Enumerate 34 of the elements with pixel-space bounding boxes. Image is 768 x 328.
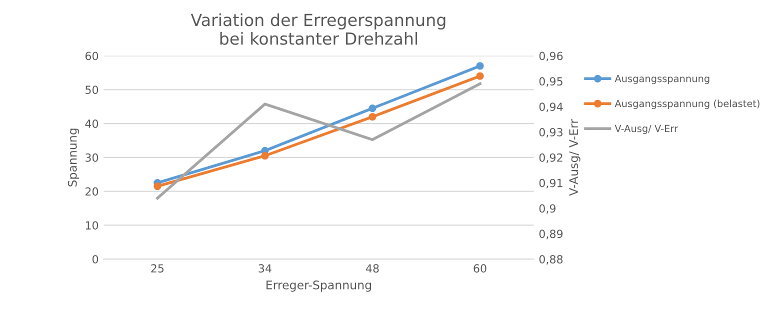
y-axis-title: Spannung: [68, 128, 80, 186]
x-tick-label: 34: [258, 264, 272, 273]
legend-label: Ausgangsspannung: [614, 74, 710, 84]
x-tick-label: 25: [151, 264, 164, 273]
line-series: [156, 82, 482, 200]
y-tick-label: 0: [92, 255, 98, 264]
y2-tick-label: 0,91: [539, 178, 562, 188]
y2-tick-label: 0,92: [539, 153, 562, 163]
legend-label: Ausgangsspannung (belastet): [614, 100, 760, 110]
x-axis-title: Erreger-Spannung: [266, 280, 372, 292]
point: [261, 152, 269, 160]
x-tick-label: 60: [474, 264, 486, 273]
y-tick-label: 30: [86, 153, 98, 162]
chart-title: Variation der Erregerspannung bei konstanter Drehzahl: [190, 13, 446, 45]
y2-axis-title: V-Ausg/ V-Err: [569, 118, 580, 196]
point: [476, 72, 484, 80]
y-tick-label: 60: [85, 52, 98, 60]
y-tick-label: 10: [86, 221, 98, 230]
point: [368, 104, 376, 112]
y2-tick-label: 0,95: [539, 77, 562, 87]
y-tick-label: 40: [85, 120, 98, 128]
y2-tick-label: 0,88: [539, 255, 563, 265]
point: [368, 112, 376, 121]
y2-tick-label: 0,89: [539, 230, 563, 240]
y2-tick-label: 0,9: [539, 204, 556, 214]
x-tick-label: 48: [366, 264, 379, 273]
y-tick-label: 20: [85, 187, 98, 196]
y-tick-label: 50: [86, 86, 98, 94]
legend-label: V-Ausg/ V-Err: [614, 124, 678, 134]
y2-tick-label: 0,96: [539, 52, 563, 62]
point: [154, 182, 162, 190]
y2-tick-label: 0,94: [539, 102, 563, 112]
point: [476, 62, 484, 70]
y2-tick-label: 0,93: [539, 128, 562, 138]
